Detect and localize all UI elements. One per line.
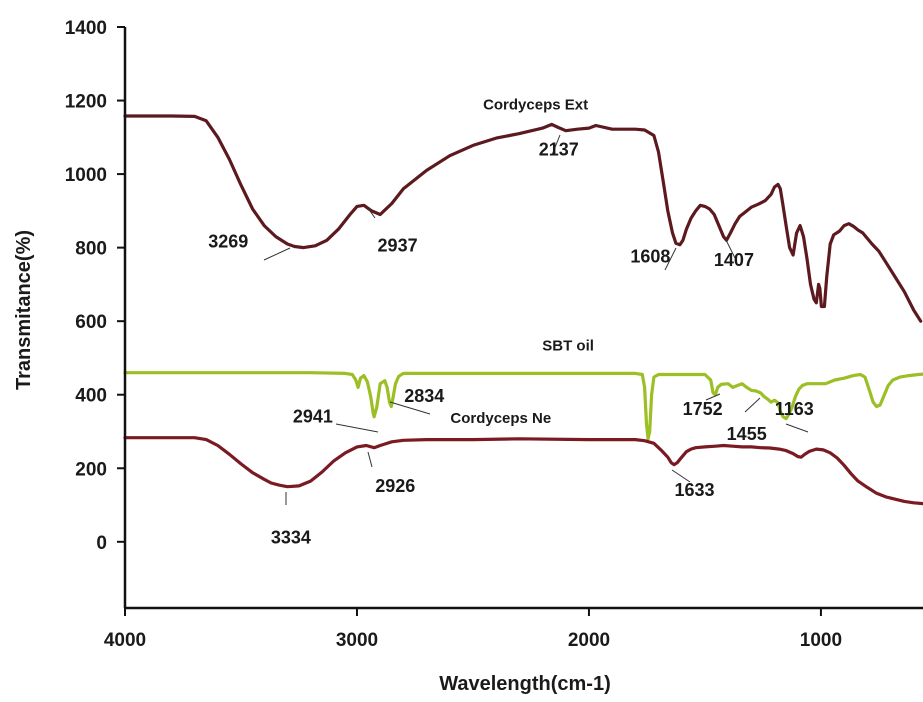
peak-label: 2941 [293,406,333,426]
peak-label: 1163 [775,399,814,419]
leader-line [263,247,291,261]
peak-label: 2926 [375,476,415,496]
peak-label: 1752 [683,399,723,419]
leader-line [664,247,677,271]
leader-line [725,239,736,259]
peak-label: 2137 [539,140,579,160]
series-line-2 [123,371,923,441]
leader-line [671,469,691,483]
series-label: SBT oil [542,338,594,355]
series-line-1 [123,114,923,323]
leader-line [335,423,379,433]
peak-label: 1455 [727,424,767,444]
series-label: Cordyceps Ext [483,97,588,114]
y-tick-label: 800 [75,239,107,260]
leader-line [785,423,809,433]
y-tick-label: 1000 [65,165,107,186]
leader-lines [263,134,809,505]
x-axis-title: Wavelength(cm-1) [439,673,611,695]
leader-line [744,397,761,413]
series-line-3 [123,436,923,506]
leader-line [367,451,373,468]
y-axis-title: Transmitance(%) [13,230,35,390]
y-tick-label: 1400 [65,18,107,39]
leader-line [389,401,431,415]
series-label: Cordyceps Ne [450,410,551,427]
leader-line [705,393,721,401]
y-tick-label: 1200 [65,92,107,113]
peak-label: 2834 [404,386,444,406]
series-layer [123,114,923,506]
y-tick-label: 400 [75,386,107,407]
peak-label: 3334 [271,528,311,548]
y-tick-label: 600 [75,312,107,333]
x-tick-label: 3000 [336,630,378,651]
peak-label: 2937 [378,235,418,255]
peak-label: 1407 [714,250,754,270]
axes [117,26,923,616]
peak-label: 1608 [630,246,670,266]
y-tick-label: 0 [96,533,107,554]
x-tick-label: 4000 [104,630,146,651]
x-tick-label: 2000 [568,630,610,651]
leader-line [367,207,376,219]
peak-label: 3269 [208,232,248,252]
leader-line [551,134,561,156]
y-tick-label: 200 [75,459,107,480]
x-tick-label: 1000 [800,630,842,651]
peak-label: 1633 [674,480,714,500]
annotations: Cordyceps Ext 2137 3269 2937 1608 1407 SBT oil… [208,97,814,548]
